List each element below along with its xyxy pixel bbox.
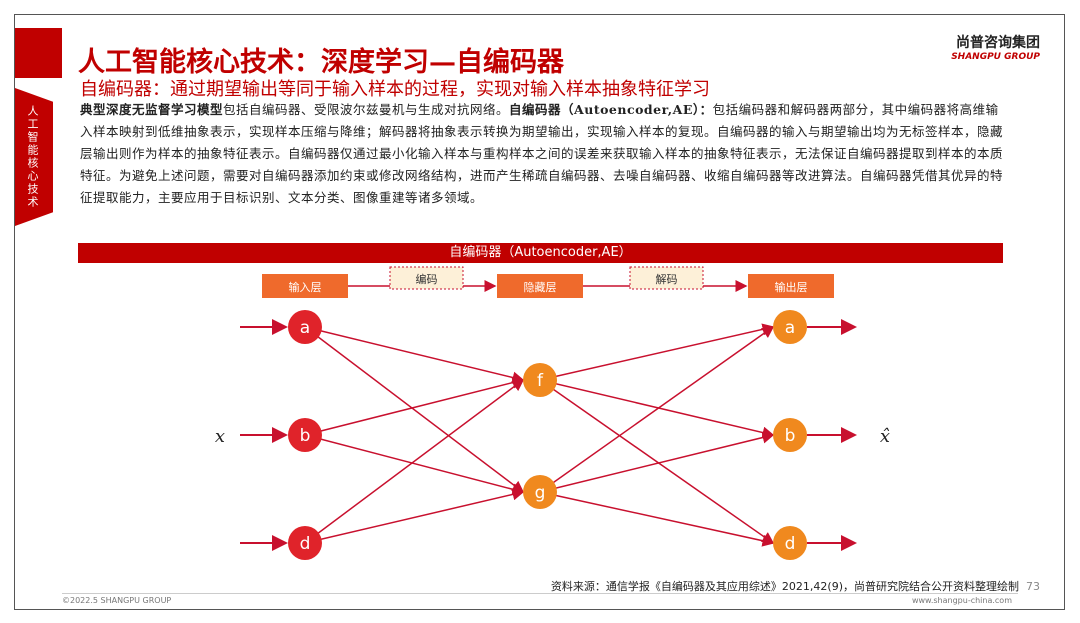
input-node bbox=[288, 526, 322, 560]
source-note: 资料来源：通信学报《自编码器及其应用综述》2021,42(9)，尚普研究院结合公… bbox=[551, 578, 1040, 594]
body-text: 典型深度无监督学习模型包括自编码器、受限波尔兹曼机与生成对抗网络。自编码器（Au… bbox=[80, 99, 1005, 209]
diagram-banner: 自编码器（Autoencoder,AE） bbox=[78, 243, 1003, 263]
footer-divider bbox=[62, 593, 1018, 594]
output-node-label: b bbox=[785, 426, 796, 446]
logo: 尚普咨询集团 SHANGPU GROUP bbox=[951, 32, 1040, 62]
decoder-edge bbox=[539, 431, 775, 493]
logo-en: SHANGPU GROUP bbox=[951, 52, 1040, 62]
encoder-edge bbox=[304, 326, 525, 384]
input-node-label: b bbox=[300, 426, 311, 446]
output-node bbox=[773, 418, 807, 452]
hidden-node bbox=[523, 475, 557, 509]
encoder-edge bbox=[304, 379, 525, 544]
section-tab: 人工智能核心技术 bbox=[15, 88, 53, 226]
encoder-edge bbox=[304, 326, 525, 493]
decoder-edge bbox=[539, 379, 775, 439]
body-span: 包括自编码器、受限波尔兹曼机与生成对抗网络。 bbox=[223, 102, 510, 117]
page-subtitle: 自编码器：通过期望输出等同于输入样本的过程，实现对输入样本抽象特征学习 bbox=[80, 79, 710, 100]
decoder-edge bbox=[539, 491, 775, 547]
input-node-label: d bbox=[300, 534, 311, 554]
page-number: 73 bbox=[1026, 580, 1040, 593]
step-label: 编码 bbox=[416, 272, 438, 286]
step-box bbox=[629, 266, 704, 290]
layer-box bbox=[262, 274, 348, 298]
input-node bbox=[288, 418, 322, 452]
logo-cn: 尚普咨询集团 bbox=[956, 35, 1040, 51]
body-span: 包括编码器和解码器两部分，其中编码器将高维输入样本映射到低维抽象表示，实现样本压… bbox=[80, 102, 1004, 205]
output-node bbox=[773, 526, 807, 560]
layer-box bbox=[748, 274, 834, 298]
input-label: x bbox=[215, 426, 225, 447]
copyright: ©2022.5 SHANGPU GROUP bbox=[62, 596, 172, 605]
decoder-edge bbox=[539, 323, 775, 381]
encoder-edge bbox=[304, 376, 525, 436]
output-label: x̂ bbox=[880, 426, 890, 447]
layer-label: 隐藏层 bbox=[524, 281, 557, 294]
decorative-block bbox=[15, 28, 62, 78]
output-node-label: a bbox=[785, 318, 795, 338]
bold-term: 自编码器（Autoencoder,AE）： bbox=[509, 102, 713, 117]
encoder-edge bbox=[304, 434, 525, 496]
input-node bbox=[288, 310, 322, 344]
slide-frame bbox=[14, 14, 1065, 610]
step-box bbox=[389, 266, 464, 290]
website: www.shangpu-china.com bbox=[911, 596, 1012, 605]
decoder-edge bbox=[539, 326, 775, 493]
input-node-label: a bbox=[300, 318, 310, 338]
hidden-node bbox=[523, 363, 557, 397]
output-node bbox=[773, 310, 807, 344]
layer-label: 输出层 bbox=[775, 280, 808, 294]
layer-box bbox=[497, 274, 583, 298]
bold-term: 典型深度无监督学习模型 bbox=[80, 102, 224, 117]
page-title: 人工智能核心技术：深度学习—自编码器 bbox=[78, 47, 564, 78]
source-text: 资料来源：通信学报《自编码器及其应用综述》2021,42(9)，尚普研究院结合公… bbox=[550, 580, 1019, 593]
hidden-node-label: g bbox=[535, 483, 546, 503]
decoder-edge bbox=[539, 379, 775, 544]
output-node-label: d bbox=[785, 534, 796, 554]
hidden-node-label: f bbox=[537, 371, 544, 391]
step-label: 解码 bbox=[656, 272, 678, 286]
layer-label: 输入层 bbox=[289, 280, 322, 294]
encoder-edge bbox=[304, 488, 525, 544]
